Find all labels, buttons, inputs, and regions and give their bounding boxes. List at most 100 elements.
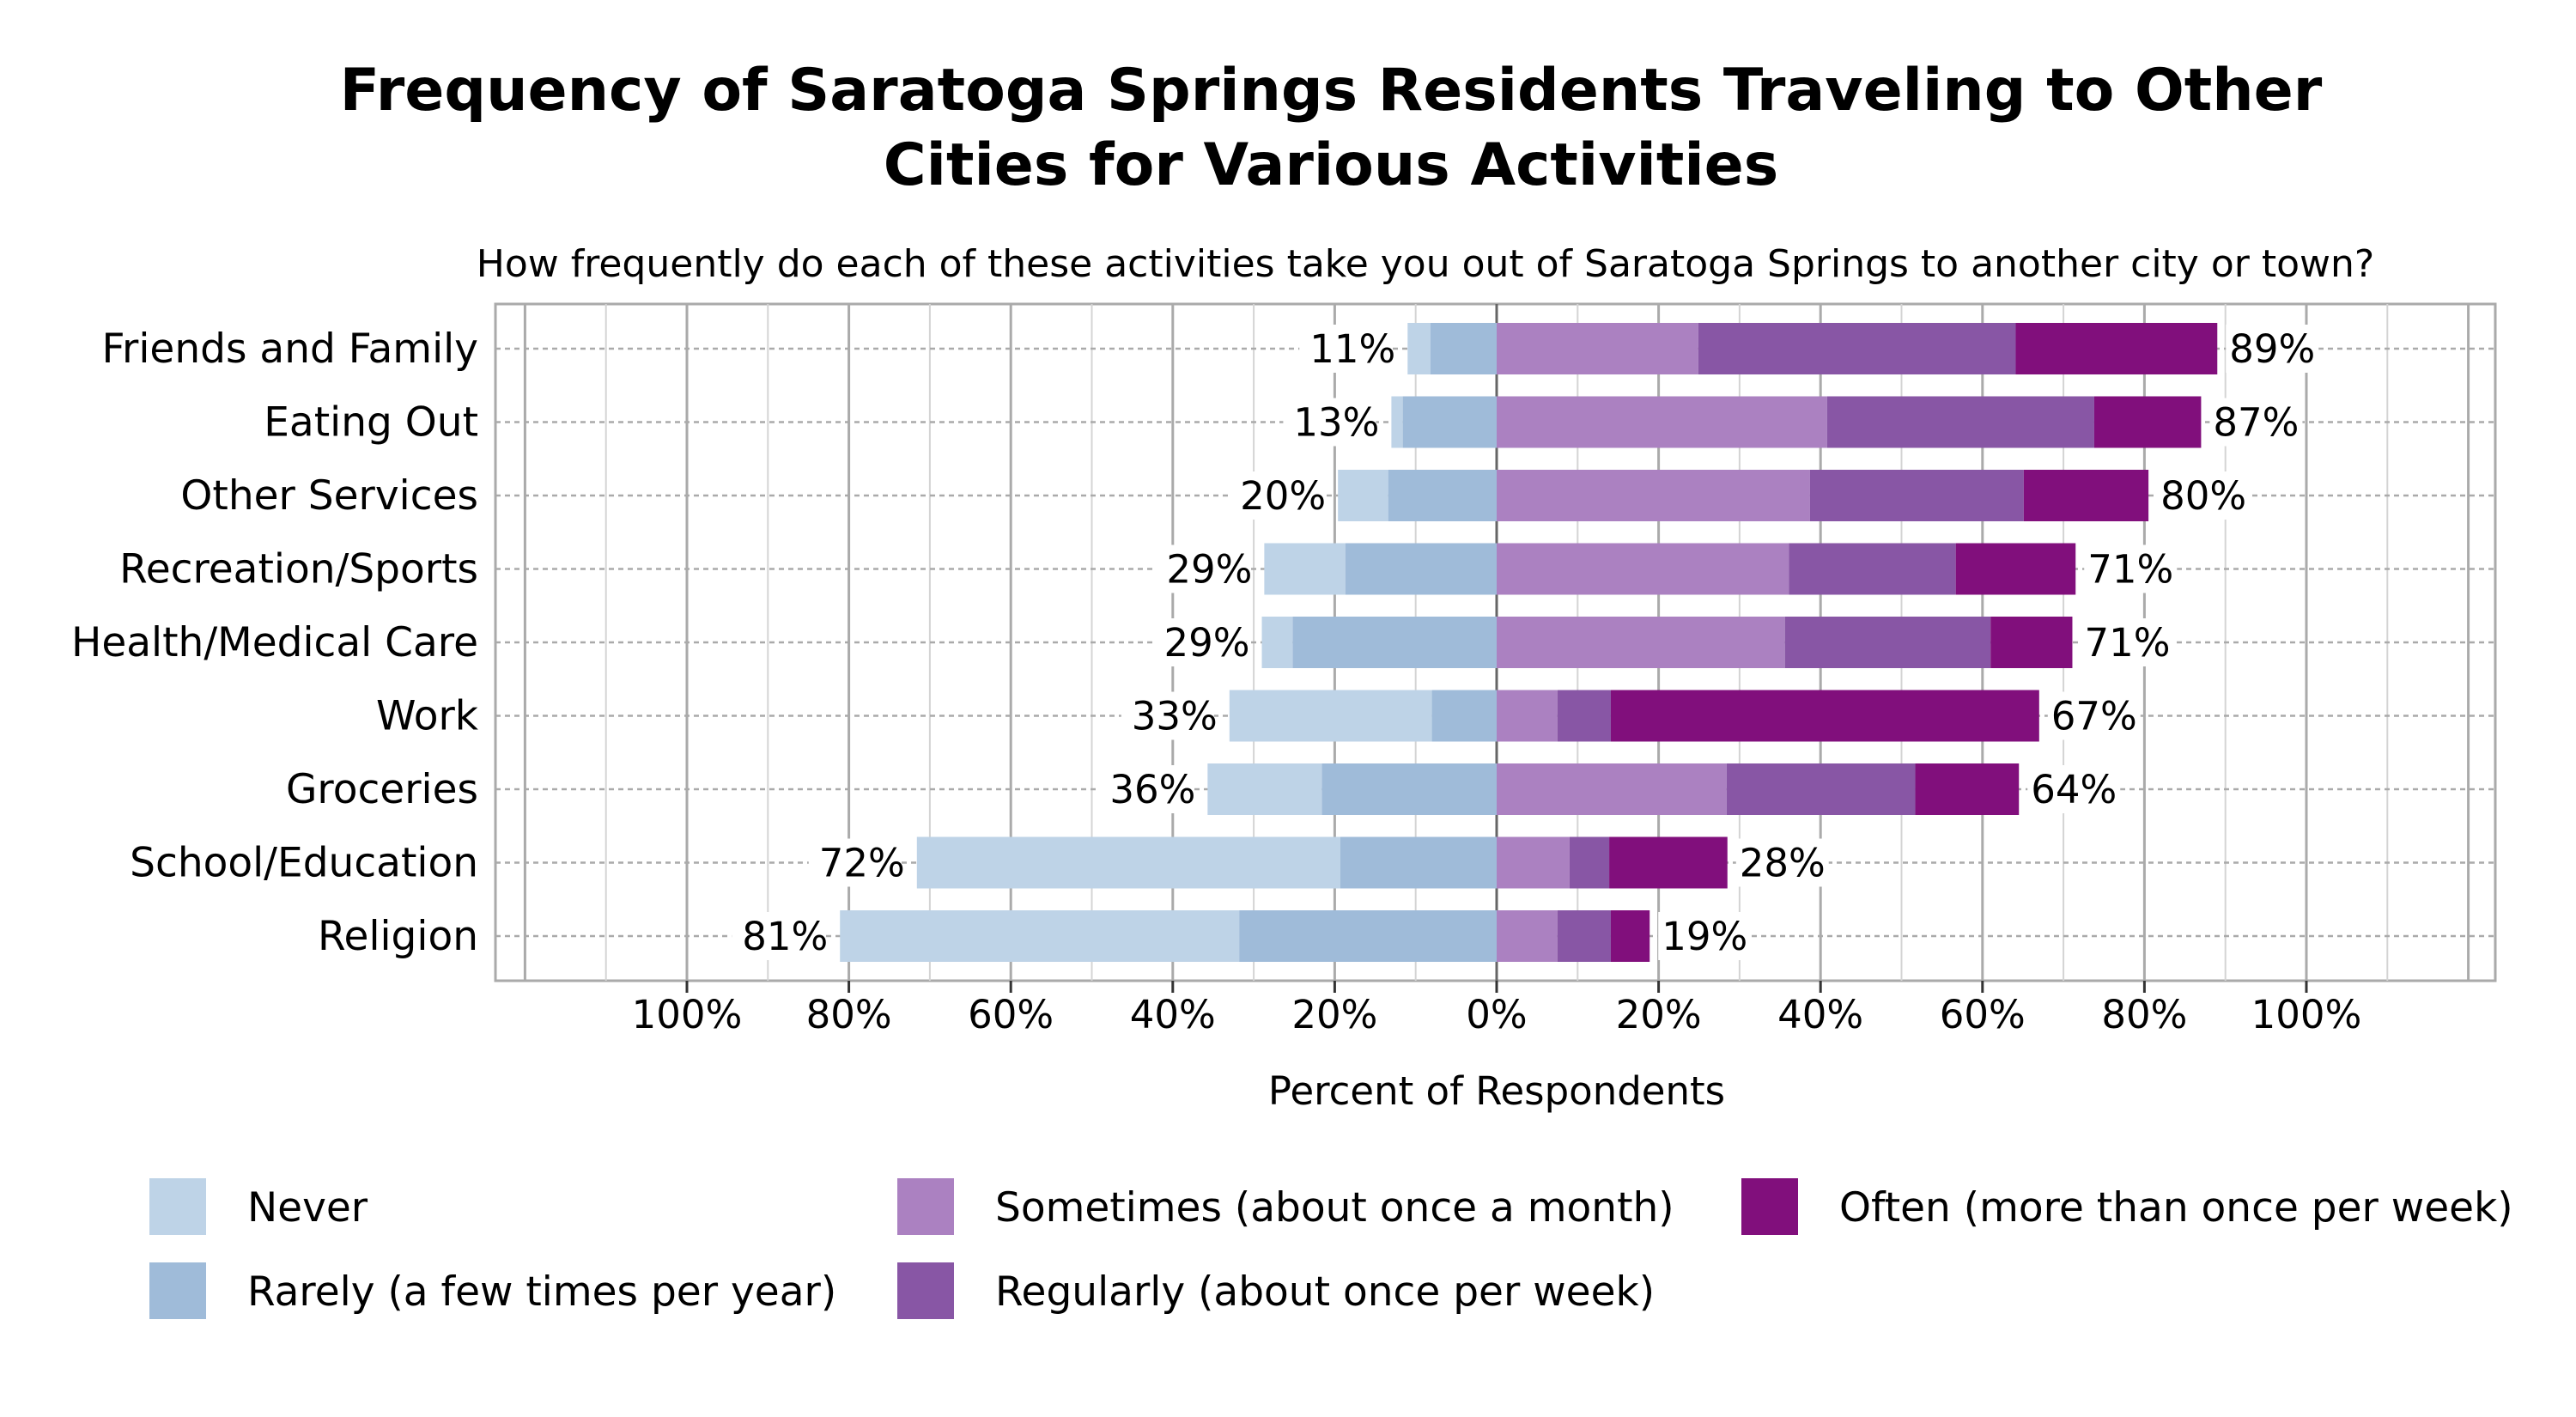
bar-sometimes <box>1497 836 1570 889</box>
value-label-positive: 64% <box>2031 767 2117 812</box>
value-label-negative: 72% <box>819 841 905 886</box>
value-label-positive: 67% <box>2051 694 2137 739</box>
value-label-background <box>1230 471 1323 520</box>
x-tick-label: 20% <box>1291 992 1377 1037</box>
category-label: Friends and Family <box>101 325 478 373</box>
bar-rarely <box>1430 323 1497 374</box>
value-label-positive: 80% <box>2160 473 2246 519</box>
value-label-background <box>2047 691 2141 740</box>
x-tick-label: 100% <box>2251 992 2362 1037</box>
x-tick-label: 40% <box>1777 992 1863 1037</box>
value-label-positive: 19% <box>1662 914 1747 959</box>
bar-regularly <box>1809 470 2024 521</box>
value-label-background <box>2027 765 2121 813</box>
bar-never <box>1207 763 1322 815</box>
bar-sometimes <box>1497 617 1785 668</box>
bar-never <box>1261 617 1293 668</box>
x-tick-label: 80% <box>2101 992 2187 1037</box>
bar-never <box>1338 470 1388 521</box>
bar-often <box>1915 763 2020 815</box>
category-label: Eating Out <box>264 399 478 447</box>
x-axis-title: Percent of Respondents <box>1268 1068 1725 1114</box>
legend-label: Never <box>247 1184 368 1232</box>
bar-often <box>1610 910 1650 962</box>
bar-never <box>1391 396 1403 448</box>
value-label-background <box>2157 471 2251 520</box>
bar-rarely <box>1239 910 1497 962</box>
value-label-positive: 28% <box>1740 841 1826 886</box>
x-tick-label: 0% <box>1466 992 1527 1037</box>
bar-sometimes <box>1497 323 1698 374</box>
bar-often <box>1610 690 2039 742</box>
bar-sometimes <box>1497 543 1789 595</box>
legend-label: Rarely (a few times per year) <box>247 1268 836 1316</box>
bar-often <box>1990 617 2073 668</box>
value-label-positive: 71% <box>2084 620 2170 666</box>
value-label-positive: 87% <box>2213 400 2299 446</box>
legend-label: Often (more than once per week) <box>1839 1184 2513 1232</box>
chart-title-line: Frequency of Saratoga Springs Residents … <box>340 57 2323 125</box>
bar-rarely <box>1345 543 1497 595</box>
value-label-negative: 29% <box>1166 547 1252 593</box>
bar-rarely <box>1340 836 1497 889</box>
value-label-background <box>1283 398 1376 447</box>
legend-swatch <box>1741 1178 1798 1235</box>
bar-rarely <box>1321 763 1497 815</box>
chart-subtitle: How frequently do each of these activiti… <box>477 242 2374 286</box>
bar-never <box>916 836 1341 889</box>
chart-title-line: Cities for Various Activities <box>884 131 1779 199</box>
category-label: Recreation/Sports <box>119 546 478 593</box>
value-label-negative: 11% <box>1309 326 1395 372</box>
bar-never <box>1229 690 1432 742</box>
legend-swatch <box>897 1262 954 1319</box>
value-label-background <box>2081 618 2174 666</box>
legend-label: Sometimes (about once a month) <box>995 1184 1674 1232</box>
value-label-background <box>1121 691 1214 740</box>
bar-never <box>840 910 1240 962</box>
category-label: School/Education <box>130 840 478 887</box>
bar-often <box>2093 396 2202 448</box>
value-label-negative: 81% <box>742 914 828 959</box>
value-label-background <box>1099 765 1193 813</box>
x-tick-label: 60% <box>1940 992 2026 1037</box>
bar-regularly <box>1569 836 1610 889</box>
value-label-background <box>1299 325 1393 373</box>
bar-regularly <box>1826 396 2094 448</box>
category-label: Work <box>376 693 479 740</box>
bar-often <box>1955 543 2076 595</box>
bar-rarely <box>1292 617 1497 668</box>
bar-often <box>1609 836 1728 889</box>
category-label: Groceries <box>286 766 478 813</box>
bar-regularly <box>1784 617 1991 668</box>
x-tick-label: 80% <box>806 992 892 1037</box>
bar-rarely <box>1388 470 1497 521</box>
value-label-negative: 13% <box>1293 400 1379 446</box>
value-label-negative: 33% <box>1132 694 1218 739</box>
bar-regularly <box>1557 910 1611 962</box>
legend-swatch <box>149 1178 206 1235</box>
x-tick-label: 40% <box>1130 992 1216 1037</box>
bar-never <box>1264 543 1346 595</box>
category-label: Other Services <box>180 472 478 520</box>
value-label-negative: 29% <box>1163 620 1249 666</box>
value-label-background <box>1735 838 1829 887</box>
x-tick-label: 20% <box>1616 992 1702 1037</box>
bar-sometimes <box>1497 690 1558 742</box>
value-label-positive: 89% <box>2229 326 2315 372</box>
bar-sometimes <box>1497 396 1827 448</box>
value-label-background <box>2226 325 2319 373</box>
value-label-negative: 20% <box>1240 473 1326 519</box>
x-tick-label: 60% <box>968 992 1054 1037</box>
legend-label: Regularly (about once per week) <box>995 1268 1655 1316</box>
value-label-background <box>1156 544 1249 593</box>
value-label-negative: 36% <box>1109 767 1195 812</box>
value-label-background <box>1153 618 1247 666</box>
bar-regularly <box>1726 763 1916 815</box>
value-label-background <box>2209 398 2303 447</box>
bar-sometimes <box>1497 910 1558 962</box>
legend-swatch <box>149 1262 206 1319</box>
x-tick-label: 100% <box>632 992 743 1037</box>
bar-rarely <box>1431 690 1497 742</box>
legend-swatch <box>897 1178 954 1235</box>
